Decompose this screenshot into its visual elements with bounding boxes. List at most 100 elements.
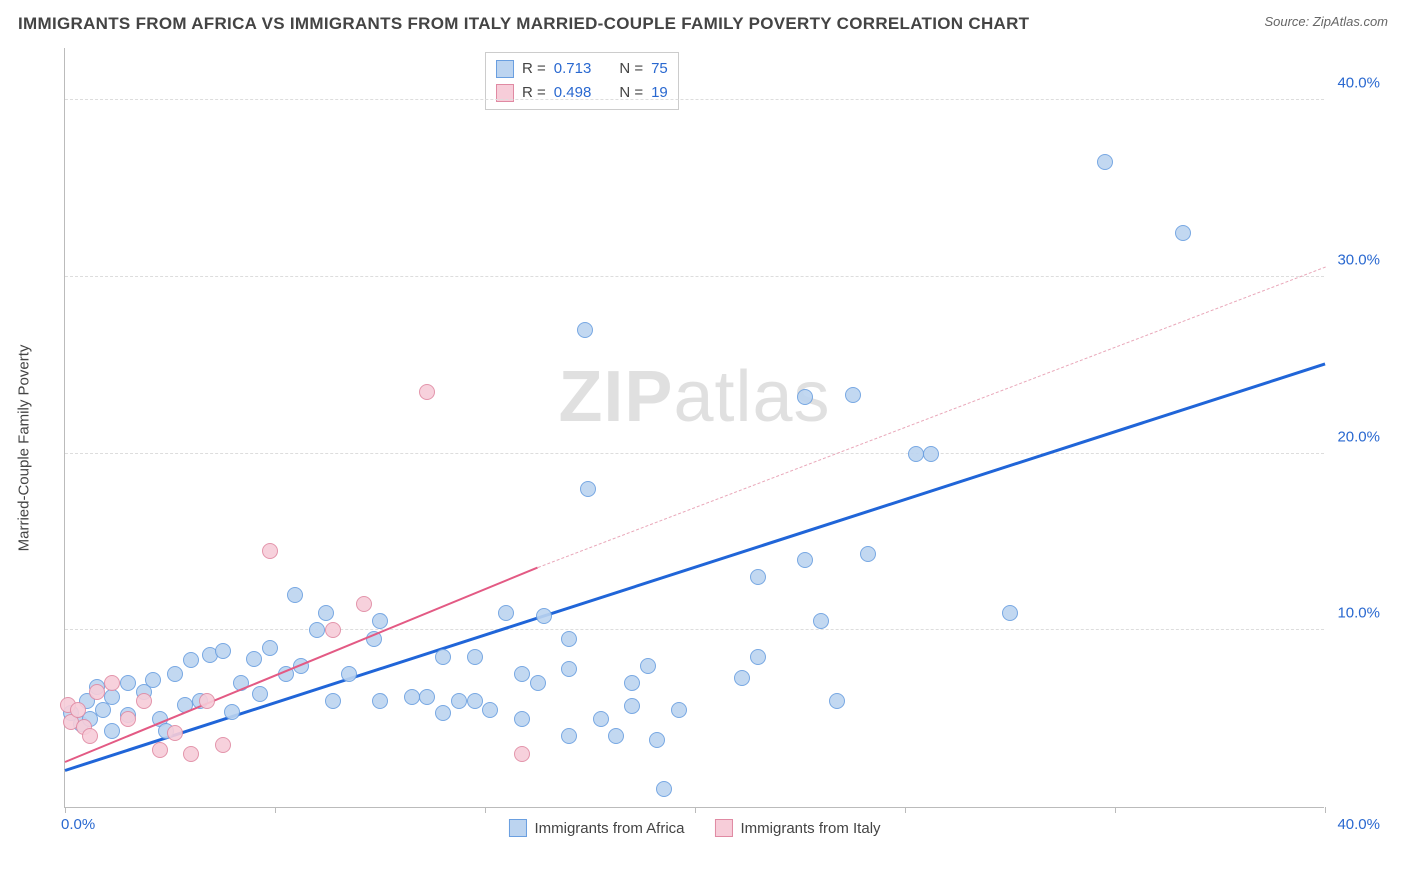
legend-label: Immigrants from Africa bbox=[534, 820, 684, 837]
legend-r-value: 0.713 bbox=[554, 57, 592, 81]
data-point bbox=[514, 666, 530, 682]
x-axis-tick-min: 0.0% bbox=[61, 816, 95, 833]
data-point bbox=[640, 658, 656, 674]
data-point bbox=[435, 705, 451, 721]
chart-title: IMMIGRANTS FROM AFRICA VS IMMIGRANTS FRO… bbox=[18, 14, 1029, 34]
legend-n-value: 19 bbox=[651, 81, 668, 105]
correlation-legend: R = 0.713 N = 75 R = 0.498 N = 19 bbox=[485, 52, 679, 110]
data-point bbox=[750, 569, 766, 585]
data-point bbox=[656, 781, 672, 797]
legend-n-label: N = bbox=[619, 57, 643, 81]
data-point bbox=[152, 742, 168, 758]
data-point bbox=[341, 666, 357, 682]
data-point bbox=[104, 689, 120, 705]
data-point bbox=[167, 666, 183, 682]
legend-label: Immigrants from Italy bbox=[741, 820, 881, 837]
data-point bbox=[104, 723, 120, 739]
chart-source: Source: ZipAtlas.com bbox=[1264, 14, 1388, 29]
data-point bbox=[467, 693, 483, 709]
data-point bbox=[593, 711, 609, 727]
legend-r-value: 0.498 bbox=[554, 81, 592, 105]
data-point bbox=[577, 322, 593, 338]
data-point bbox=[82, 728, 98, 744]
x-axis-tick-mark bbox=[695, 807, 696, 813]
data-point bbox=[318, 605, 334, 621]
data-point bbox=[860, 546, 876, 562]
data-point bbox=[845, 387, 861, 403]
data-point bbox=[797, 552, 813, 568]
data-point bbox=[530, 675, 546, 691]
legend-swatch bbox=[715, 819, 733, 837]
y-axis-tick: 20.0% bbox=[1337, 428, 1380, 445]
trend-line bbox=[537, 267, 1325, 568]
plot-region: ZIPatlas R =0.713N =75R =0.498N =19 0.0%… bbox=[64, 48, 1324, 808]
legend-n-value: 75 bbox=[651, 57, 668, 81]
data-point bbox=[561, 728, 577, 744]
trend-line bbox=[65, 362, 1326, 771]
data-point bbox=[372, 693, 388, 709]
data-point bbox=[404, 689, 420, 705]
data-point bbox=[199, 693, 215, 709]
data-point bbox=[262, 543, 278, 559]
data-point bbox=[561, 661, 577, 677]
data-point bbox=[89, 684, 105, 700]
data-point bbox=[498, 605, 514, 621]
data-point bbox=[325, 622, 341, 638]
data-point bbox=[797, 389, 813, 405]
data-point bbox=[649, 732, 665, 748]
gridline bbox=[65, 99, 1324, 100]
x-axis-tick-max: 40.0% bbox=[1337, 816, 1380, 833]
x-axis-tick-mark bbox=[485, 807, 486, 813]
data-point bbox=[287, 587, 303, 603]
data-point bbox=[325, 693, 341, 709]
legend-n-label: N = bbox=[619, 81, 643, 105]
legend-r-label: R = bbox=[522, 81, 546, 105]
data-point bbox=[183, 652, 199, 668]
data-point bbox=[514, 746, 530, 762]
data-point bbox=[624, 698, 640, 714]
legend-row: R = 0.498 N = 19 bbox=[496, 81, 668, 105]
gridline bbox=[65, 276, 1324, 277]
data-point bbox=[224, 704, 240, 720]
data-point bbox=[514, 711, 530, 727]
legend-swatch bbox=[496, 60, 514, 78]
chart-area: Married-Couple Family Poverty ZIPatlas R… bbox=[44, 48, 1384, 848]
x-axis-tick-mark bbox=[65, 807, 66, 813]
data-point bbox=[435, 649, 451, 665]
data-point bbox=[252, 686, 268, 702]
data-point bbox=[829, 693, 845, 709]
data-point bbox=[467, 649, 483, 665]
y-axis-tick: 30.0% bbox=[1337, 251, 1380, 268]
data-point bbox=[580, 481, 596, 497]
data-point bbox=[372, 613, 388, 629]
data-point bbox=[536, 608, 552, 624]
data-point bbox=[419, 689, 435, 705]
data-point bbox=[750, 649, 766, 665]
data-point bbox=[183, 746, 199, 762]
data-point bbox=[624, 675, 640, 691]
data-point bbox=[482, 702, 498, 718]
y-axis-tick: 40.0% bbox=[1337, 75, 1380, 92]
data-point bbox=[215, 643, 231, 659]
x-axis-tick-mark bbox=[275, 807, 276, 813]
data-point bbox=[451, 693, 467, 709]
data-point bbox=[419, 384, 435, 400]
data-point bbox=[1175, 225, 1191, 241]
data-point bbox=[215, 737, 231, 753]
legend-row: R = 0.713 N = 75 bbox=[496, 57, 668, 81]
data-point bbox=[1097, 154, 1113, 170]
legend-r-label: R = bbox=[522, 57, 546, 81]
data-point bbox=[246, 651, 262, 667]
series-legend: Immigrants from Africa Immigrants from It… bbox=[508, 819, 880, 837]
gridline bbox=[65, 453, 1324, 454]
data-point bbox=[908, 446, 924, 462]
x-axis-tick-mark bbox=[1115, 807, 1116, 813]
y-axis-label: Married-Couple Family Poverty bbox=[16, 345, 33, 552]
legend-item: Immigrants from Africa bbox=[508, 819, 684, 837]
data-point bbox=[145, 672, 161, 688]
legend-item: Immigrants from Italy bbox=[715, 819, 881, 837]
legend-swatch bbox=[508, 819, 526, 837]
data-point bbox=[923, 446, 939, 462]
watermark-bold: ZIP bbox=[558, 357, 673, 437]
data-point bbox=[734, 670, 750, 686]
